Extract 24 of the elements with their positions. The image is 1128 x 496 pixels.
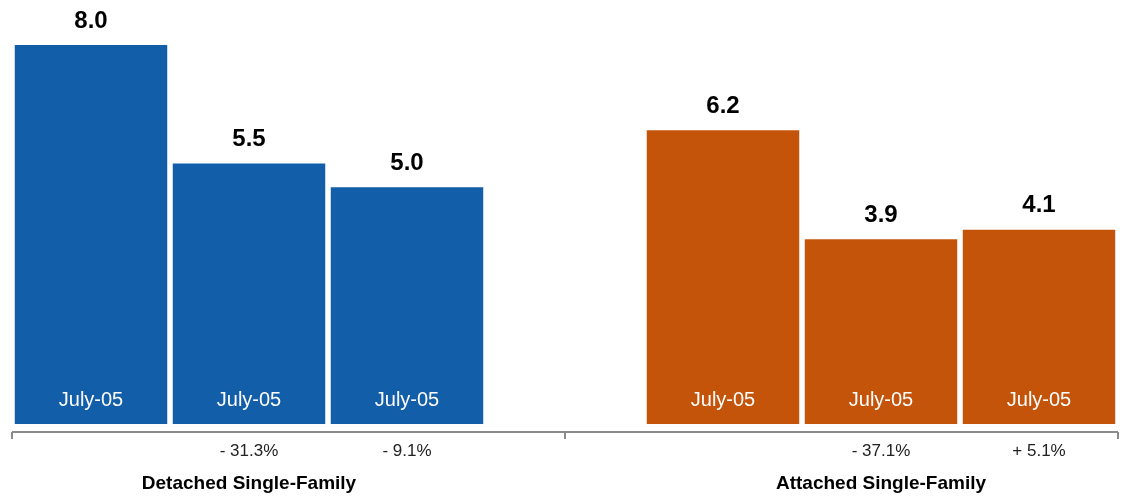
- x-tick-label: July-05: [58, 387, 124, 410]
- text: Detached Single-Family: [141, 472, 357, 494]
- data-label: 5.0: [390, 147, 424, 175]
- text: - 31.3%: [219, 440, 279, 460]
- bar: [804, 239, 958, 424]
- text: - 37.1%: [851, 440, 911, 460]
- text: Attached Single-Family: [775, 472, 987, 494]
- bar: [646, 130, 800, 424]
- text: + 5.1%: [1012, 440, 1066, 460]
- data-label: 4.1: [1022, 190, 1056, 218]
- x-tick-label: July-05: [848, 387, 914, 410]
- data-label: 6.2: [706, 90, 740, 118]
- text: - 9.1%: [382, 440, 432, 460]
- bar: [14, 45, 168, 424]
- bar: [962, 229, 1116, 424]
- x-tick-label: July-05: [1006, 387, 1072, 410]
- data-label: 8.0: [74, 5, 108, 33]
- bar: [172, 163, 326, 424]
- x-tick-label: July-05: [216, 387, 282, 410]
- x-tick-label: July-05: [690, 387, 756, 410]
- x-tick-label: July-05: [374, 387, 440, 410]
- data-label: 5.5: [232, 124, 266, 152]
- bar: [330, 187, 484, 424]
- data-label: 3.9: [864, 199, 898, 227]
